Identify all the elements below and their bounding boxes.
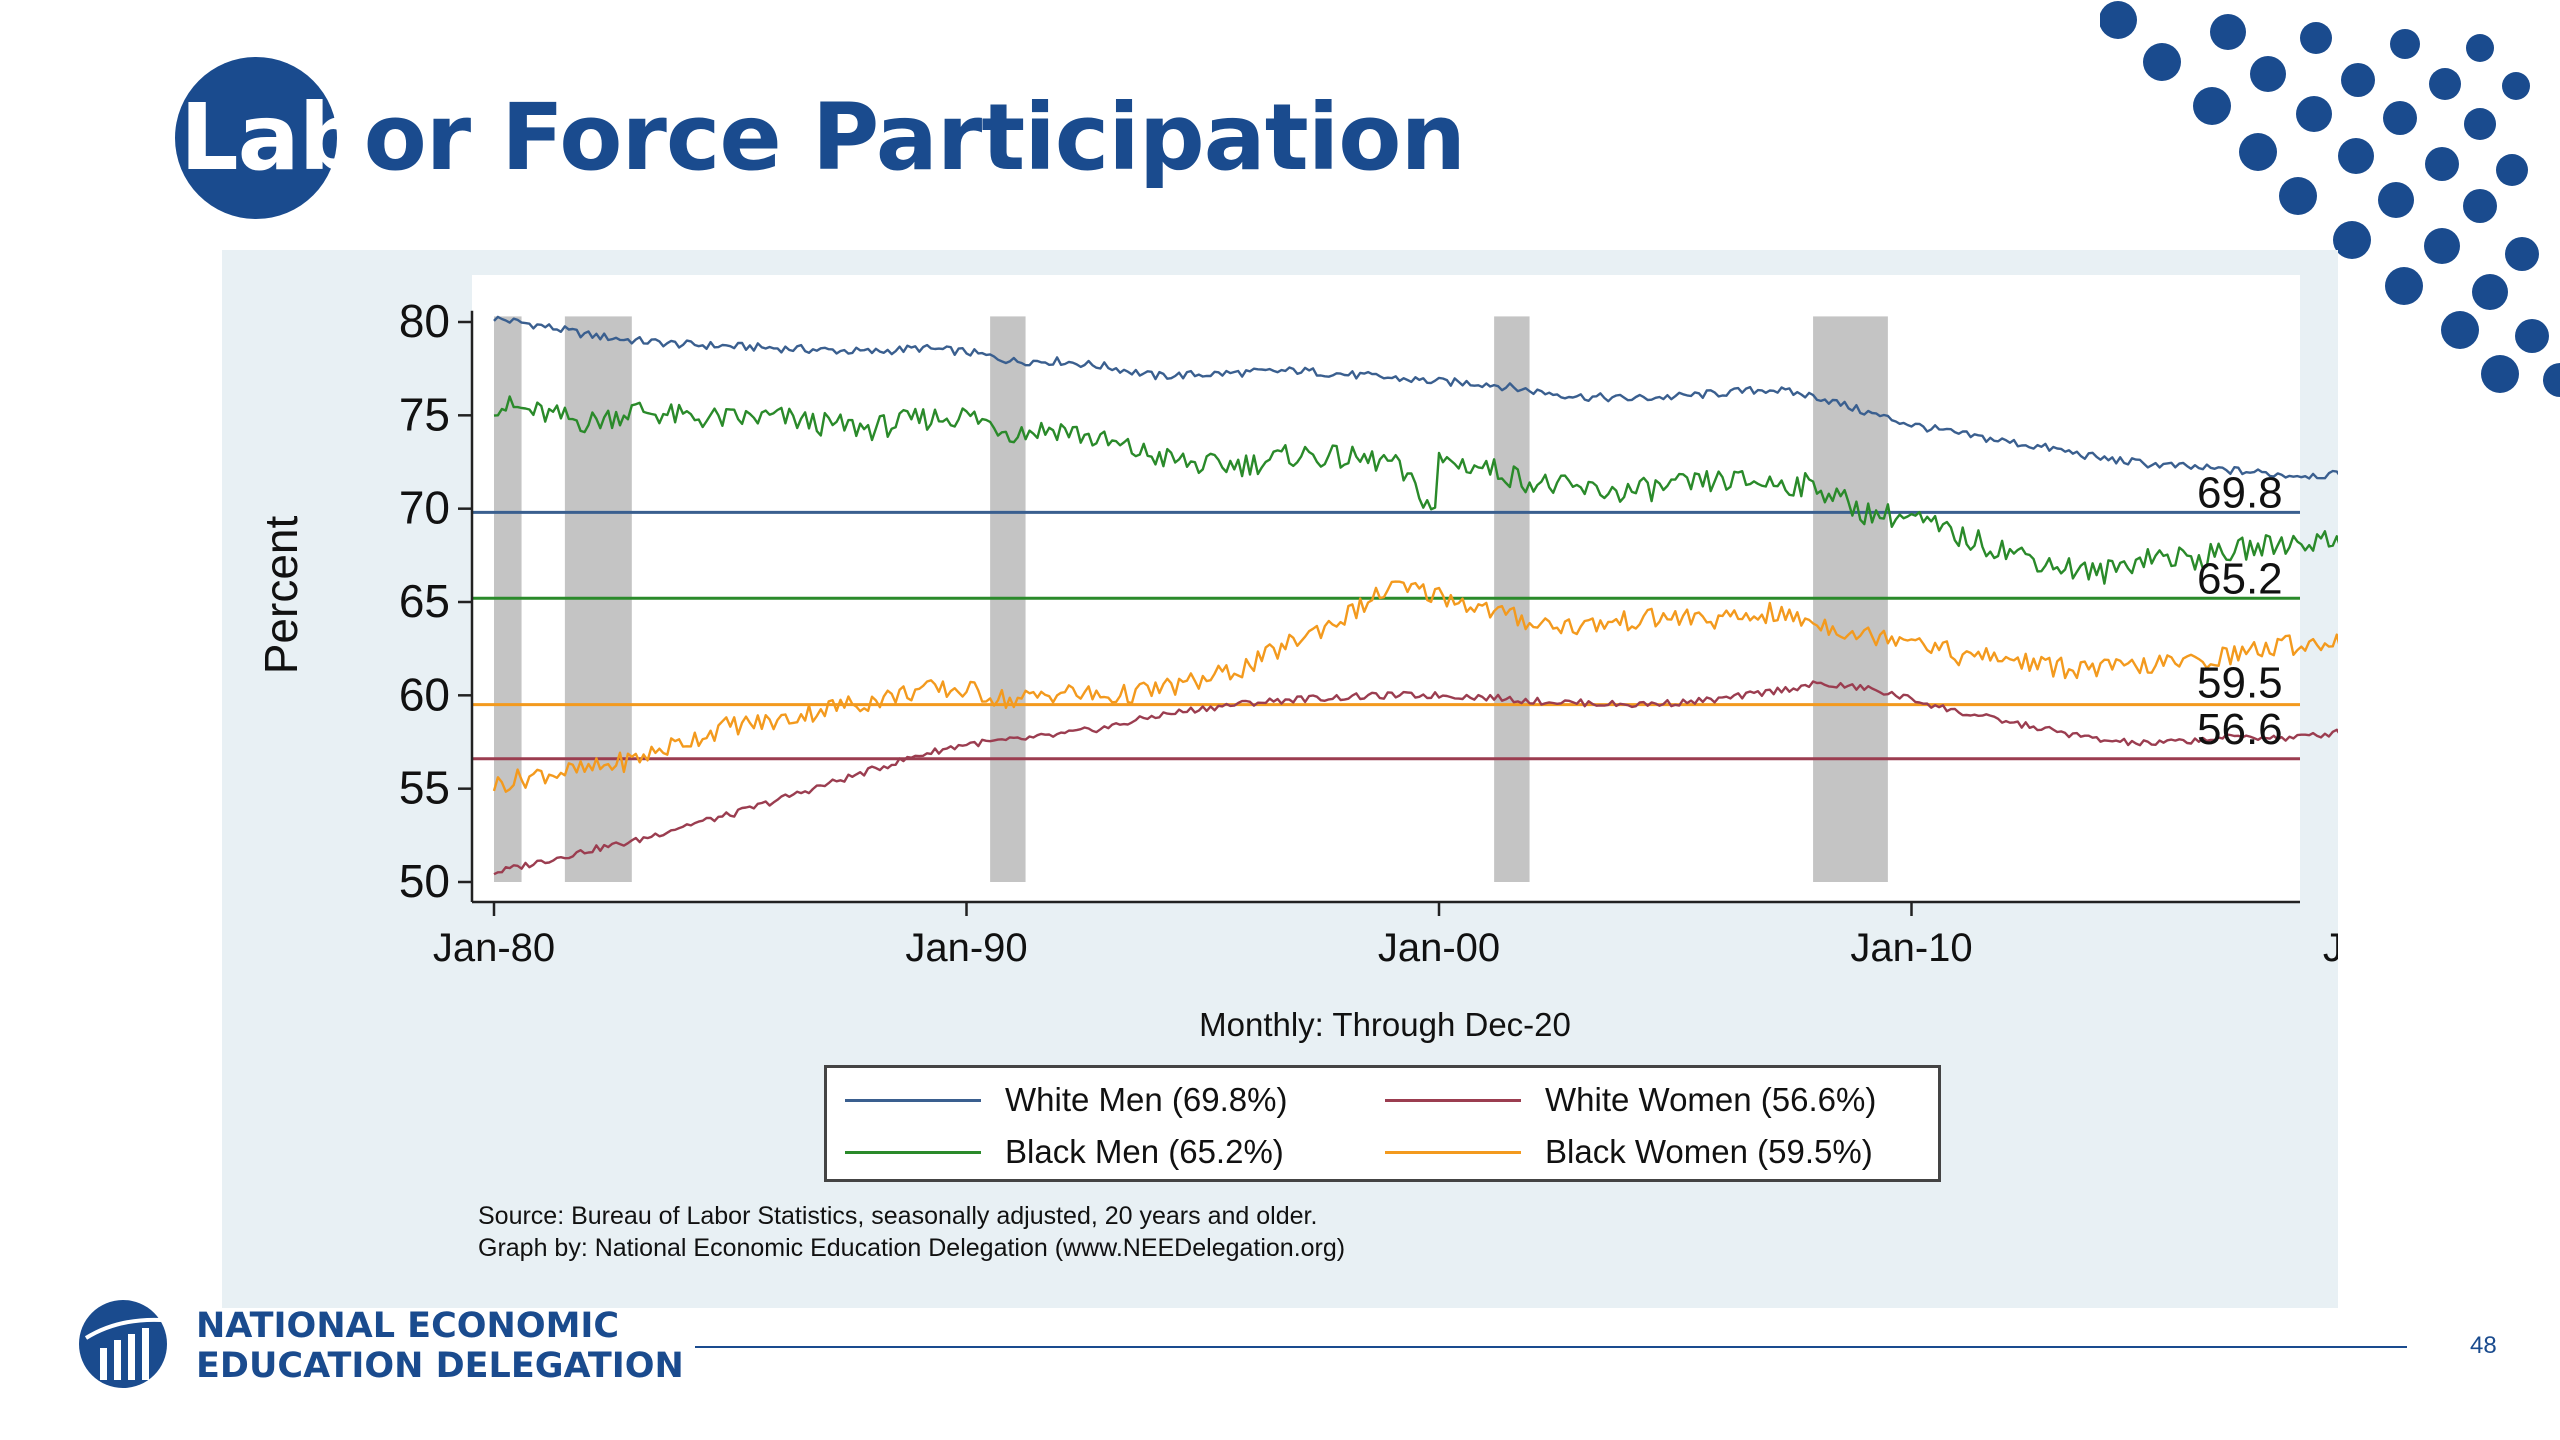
legend-label-black-women: Black Women (59.5%): [1545, 1133, 1873, 1170]
decorative-dot: [2505, 237, 2539, 271]
x-tick-label: Jan-90: [905, 926, 1027, 970]
slide-title-first: Lab: [180, 84, 365, 191]
decorative-dot: [2279, 177, 2317, 215]
y-tick-label: 55: [399, 762, 450, 814]
legend-swatch-black-women: [1385, 1150, 1521, 1154]
legend-swatch-black-men: [845, 1150, 981, 1154]
y-tick-label: 50: [399, 855, 450, 907]
decorative-dot: [2210, 14, 2246, 50]
series-end-label: 59.5: [2197, 659, 2283, 708]
legend-entry-white-women: White Women (56.6%): [1385, 1080, 1876, 1120]
decorative-dot: [2424, 228, 2460, 264]
organization-name-line1: NATIONAL ECONOMIC: [196, 1306, 620, 1346]
legend-entry-white-men: White Men (69.8%): [845, 1080, 1287, 1120]
series-end-label: 56.6: [2197, 705, 2283, 754]
decorative-dot: [2300, 22, 2332, 54]
decorative-dot: [2143, 43, 2181, 81]
decorative-dot-pattern: [2100, 1, 2560, 397]
legend-entry-black-women: Black Women (59.5%): [1385, 1132, 1873, 1172]
chart-source-note: Source: Bureau of Labor Statistics, seas…: [478, 1200, 1345, 1264]
y-tick-label: 65: [399, 575, 450, 627]
decorative-dot: [2472, 274, 2508, 310]
organization-name-line2: EDUCATION DELEGATION: [196, 1346, 684, 1386]
decorative-dot: [2464, 108, 2496, 140]
decorative-dot: [2385, 267, 2423, 305]
decorative-dot: [2250, 56, 2286, 92]
title-circle-accent: [175, 57, 337, 219]
decorative-dot: [2378, 182, 2414, 218]
legend-swatch-white-men: [845, 1098, 981, 1102]
decorative-dot: [2515, 319, 2549, 353]
legend-label-black-men: Black Men (65.2%): [1005, 1133, 1284, 1170]
decorative-dot: [2390, 29, 2420, 59]
decorative-dot: [2383, 101, 2417, 135]
x-axis-label: Monthly: Through Dec-20: [1199, 1006, 1571, 1043]
y-tick-label: 70: [399, 482, 450, 534]
decorative-dot: [2338, 138, 2374, 174]
decorative-dot: [2239, 133, 2277, 171]
decorative-dot: [2441, 311, 2479, 349]
y-tick-label: 80: [399, 295, 450, 347]
need-logo-icon: [79, 1300, 167, 1388]
decorative-dot: [2341, 63, 2375, 97]
legend-entry-black-men: Black Men (65.2%): [845, 1132, 1284, 1172]
legend-label-white-women: White Women (56.6%): [1545, 1081, 1877, 1118]
x-tick-label: Jan-10: [1850, 926, 1972, 970]
series-end-label: 69.8: [2197, 468, 2283, 517]
slide-title: Labor Force Participation: [175, 50, 1466, 225]
page-number: 48: [2470, 1332, 2497, 1359]
data-line: [493, 680, 2338, 876]
organization-name: NATIONAL ECONOMIC EDUCATION DELEGATION: [196, 1306, 684, 1386]
decorative-dot: [2543, 363, 2560, 397]
line-chart: 50 55 60 65 70 75 80 Jan-80 Jan-90 Jan-00 Jan-10 Ja…: [255, 275, 2338, 1043]
decorative-dot: [2466, 34, 2494, 62]
decorative-dot: [2496, 154, 2528, 186]
legend-swatch-white-women: [1385, 1098, 1521, 1102]
decorative-dot: [2425, 147, 2459, 181]
y-axis-label: Percent: [255, 516, 307, 675]
data-line: [492, 580, 2338, 793]
decorative-dot: [2296, 96, 2332, 132]
decorative-dot: [2193, 87, 2231, 125]
y-tick-label: 60: [399, 668, 450, 720]
footer-divider: [695, 1346, 2407, 1348]
x-tick-label: Jan-20: [2323, 926, 2338, 970]
series-end-label: 65.2: [2197, 554, 2283, 603]
chart-panel: 50 55 60 65 70 75 80 Jan-80 Jan-90 Jan-00 Jan-10 Ja…: [222, 250, 2338, 1308]
graph-by-line: Graph by: National Economic Education De…: [478, 1234, 1346, 1262]
decorative-dot: [2481, 355, 2519, 393]
y-tick-label: 75: [399, 388, 450, 440]
data-line: [493, 395, 2338, 585]
plot-area: [472, 275, 2300, 902]
decorative-dot: [2502, 72, 2530, 100]
slide-title-rest: or Force Participation: [363, 84, 1466, 191]
decorative-dot: [2100, 1, 2137, 39]
decorative-dot: [2333, 221, 2371, 259]
x-tick-label: Jan-80: [433, 926, 555, 970]
decorative-dot: [2429, 68, 2461, 100]
data-line: [493, 315, 2338, 480]
x-tick-label: Jan-00: [1378, 926, 1500, 970]
legend-label-white-men: White Men (69.8%): [1005, 1081, 1288, 1118]
slide-title-text: Labor Force Participation: [180, 84, 1466, 191]
source-line: Source: Bureau of Labor Statistics, seas…: [478, 1202, 1318, 1230]
chart-legend: White Men (69.8%) Black Men (65.2%) Whit…: [824, 1065, 1941, 1182]
decorative-dot: [2463, 189, 2497, 223]
